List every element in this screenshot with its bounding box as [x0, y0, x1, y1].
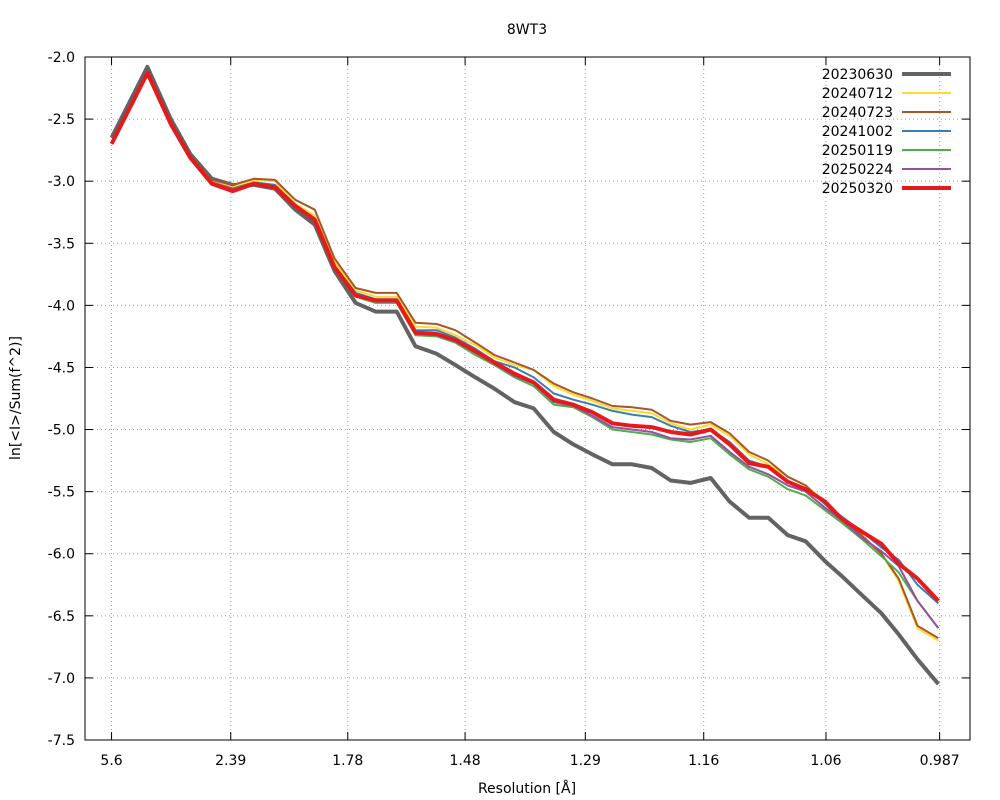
y-tick-label: -2.0 [48, 50, 75, 66]
legend-label: 20240712 [822, 86, 893, 102]
grid [85, 57, 970, 740]
chart-title: 8WT3 [507, 22, 547, 38]
series-line-20250320 [109, 71, 940, 603]
y-tick-label: -3.5 [48, 236, 75, 252]
y-tick-label: -6.5 [48, 609, 75, 625]
legend-label: 20240723 [822, 105, 893, 121]
series-line-20240723 [110, 70, 939, 640]
legend-label: 20230630 [822, 67, 893, 83]
series-line-20241002 [110, 70, 940, 605]
y-tick-label: -6.0 [48, 547, 75, 563]
series-line-20240712 [110, 70, 939, 642]
plot-frame [84, 56, 971, 741]
x-tick-label: 1.16 [688, 753, 719, 769]
axes: -2.0 -2.5 -3.0 -3.5 -4.0 -4.5 -5.0 -5.5 -6.0 -6.5… [48, 50, 971, 769]
y-tick-label: -2.5 [48, 112, 75, 128]
y-tick-label: -4.0 [48, 298, 75, 314]
x-tick-label: 2.39 [215, 753, 246, 769]
series-lines [109, 64, 940, 686]
series-line-20250119 [110, 70, 940, 629]
series-line-20250224 [110, 70, 940, 629]
y-tick-label: -5.0 [48, 423, 75, 439]
y-axis-label: ln[<I>/Sum(f^2)] [8, 336, 24, 460]
x-axis-label: Resolution [Å] [478, 780, 576, 797]
legend-label: 20241002 [822, 124, 893, 140]
x-tick-label: 1.06 [810, 753, 841, 769]
y-tick-label: -4.5 [48, 360, 75, 376]
legend-label: 20250119 [822, 143, 893, 159]
legend: 20230630 20240712 20240723 20241002 20250119… [822, 67, 951, 197]
x-tick-label: 0.987 [920, 753, 960, 769]
y-tick-label: -7.0 [48, 671, 75, 687]
y-tick-label: -7.5 [48, 733, 75, 749]
series-line-20230630 [109, 64, 940, 686]
x-tick-label: 1.48 [450, 753, 481, 769]
y-tick-label: -3.0 [48, 174, 75, 190]
x-tick-label: 5.6 [100, 753, 122, 769]
x-tick-label: 1.29 [570, 753, 601, 769]
x-tick-label: 1.78 [332, 753, 363, 769]
legend-label: 20250224 [822, 162, 893, 178]
legend-label: 20250320 [822, 181, 893, 197]
y-tick-label: -5.5 [48, 485, 75, 501]
